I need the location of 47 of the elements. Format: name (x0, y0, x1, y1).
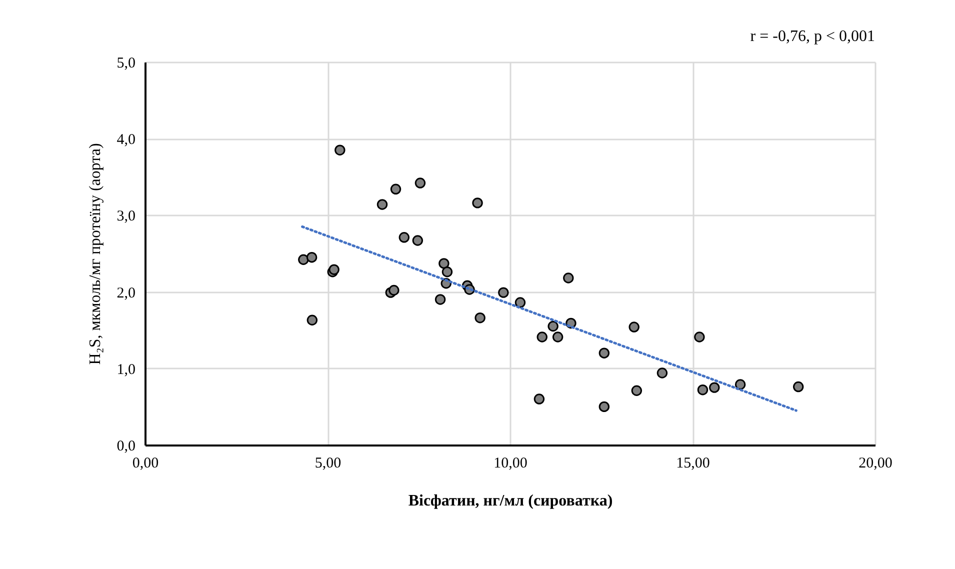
x-axis-title: Вісфатин, нг/мл (сироватка) (408, 492, 613, 510)
point (792, 381, 804, 392)
point (694, 332, 705, 342)
point (414, 178, 426, 188)
point (298, 254, 309, 265)
x-tick-label: 0,00 (132, 456, 159, 472)
point (434, 294, 446, 305)
point (709, 382, 720, 393)
y-axis-title: H₂S, мкмоль/мг протеїну (аорта) (86, 143, 104, 365)
point (498, 287, 509, 298)
point (398, 232, 410, 243)
x-tick-label: 15,00 (676, 456, 710, 472)
y-tick-label: 1,0 (116, 362, 136, 378)
point (548, 320, 558, 332)
point (412, 235, 424, 246)
point (552, 332, 564, 342)
point (306, 314, 318, 326)
point (334, 144, 346, 156)
point (306, 252, 318, 263)
point (563, 272, 574, 284)
x-tick-label: 20,00 (858, 456, 892, 472)
point (442, 266, 453, 278)
point (656, 368, 668, 378)
text: r = -0,76, p < 0,001 (750, 28, 875, 45)
point (388, 284, 400, 296)
y-tick-label: 3,0 (116, 208, 136, 225)
point (598, 401, 610, 412)
y-tick-label: 0,0 (116, 438, 136, 454)
y-tick-label: 5,0 (116, 56, 136, 72)
point (328, 264, 340, 275)
x-tick-label: 5,00 (314, 456, 342, 472)
point (390, 184, 402, 195)
point (734, 379, 746, 390)
point (514, 297, 526, 308)
y-tick-label: 2,0 (116, 285, 136, 302)
y-tick-label: 4,0 (116, 132, 136, 148)
point (534, 394, 545, 404)
point (631, 385, 642, 396)
point (697, 384, 708, 396)
point (598, 348, 610, 358)
x-tick-label: 10,00 (494, 456, 528, 472)
point (376, 199, 388, 210)
point (438, 258, 450, 269)
point (474, 312, 486, 324)
point (628, 322, 640, 332)
point (536, 332, 548, 342)
point (472, 198, 483, 208)
